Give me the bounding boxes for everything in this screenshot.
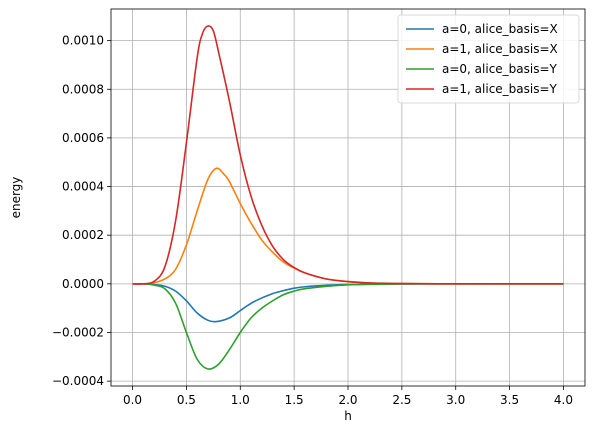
x-tick-label: 0.5 — [177, 393, 196, 407]
y-tick-label: 0.0006 — [62, 131, 104, 145]
y-axis-ticks: −0.0004 −0.0002 0.0000 0.0002 0.0004 0.0006 0.… — [52, 34, 111, 388]
series-line-4 — [132, 25, 564, 285]
legend-label: a=0, alice_basis=Y — [442, 62, 558, 76]
x-axis-label: h — [344, 409, 352, 423]
x-tick-label: 3.5 — [500, 393, 519, 407]
x-tick-label: 2.0 — [338, 393, 357, 407]
x-tick-label: 4.0 — [554, 393, 573, 407]
y-tick-label: 0.0008 — [62, 82, 104, 96]
x-tick-label: 1.5 — [285, 393, 304, 407]
legend: a=0, alice_basis=X a=1, alice_basis=X a=0,… — [397, 14, 580, 104]
y-tick-label: 0.0002 — [62, 228, 104, 242]
x-axis-ticks: 0.0 0.5 1.0 1.5 2.0 2.5 3.0 3.5 4.0 — [123, 386, 573, 407]
y-tick-label: −0.0002 — [52, 325, 104, 339]
x-tick-label: 1.0 — [231, 393, 250, 407]
series-line-3 — [132, 282, 564, 370]
x-tick-label: 2.5 — [392, 393, 411, 407]
y-tick-label: 0.0000 — [62, 277, 104, 291]
x-tick-label: 0.0 — [123, 393, 142, 407]
y-tick-label: 0.0004 — [62, 180, 104, 194]
series-lines — [132, 25, 564, 370]
y-axis-label: energy — [9, 177, 23, 219]
legend-label: a=1, alice_basis=Y — [442, 82, 558, 96]
legend-box — [397, 14, 580, 104]
x-tick-label: 3.0 — [446, 393, 465, 407]
y-tick-label: 0.0010 — [62, 34, 104, 48]
legend-label: a=0, alice_basis=X — [442, 22, 558, 36]
legend-label: a=1, alice_basis=X — [442, 42, 558, 56]
y-tick-label: −0.0004 — [52, 374, 104, 388]
